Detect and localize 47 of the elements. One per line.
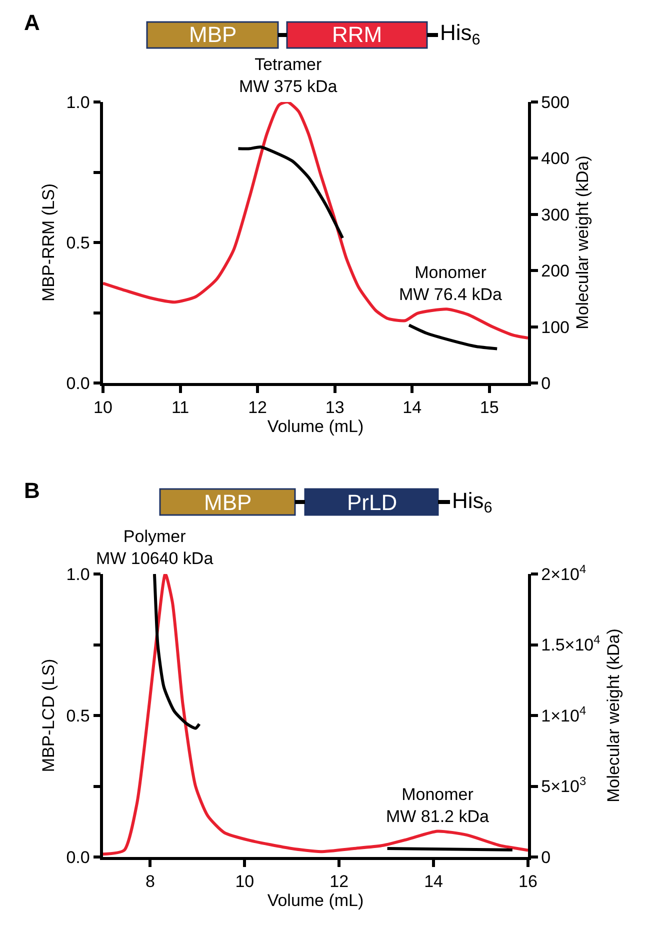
y2-tick-label: 500	[541, 92, 570, 112]
y2-tick-label: 0	[541, 848, 551, 867]
annotation: Tetramer MW 375 kDa	[239, 55, 338, 96]
y2-tick-label: 5×10$^{3}$	[541, 774, 586, 796]
text: His$_{6}$	[452, 488, 492, 517]
x-tick-label: 13	[325, 398, 344, 418]
y-tick-label: 0.5	[66, 233, 90, 252]
annotation: Polymer MW 10640 kDa	[96, 527, 214, 568]
y2-tick-label: 200	[541, 262, 570, 281]
y2-tick-label: 1×10$^{4}$	[541, 703, 586, 726]
x-tick-label: 12	[248, 398, 268, 418]
y2-tick-label: 2×10$^{4}$	[541, 562, 586, 584]
x-axis-title: Volume (mL)	[267, 891, 364, 910]
x-tick-label: 12	[330, 872, 349, 892]
y-axis-title: MBP-LCD (LS)	[38, 658, 58, 772]
line-series	[408, 324, 499, 350]
y-axis-title: MBP-RRM (LS)	[38, 183, 58, 302]
line-series	[103, 102, 528, 340]
y-tick-label: 0.0	[66, 848, 90, 867]
x-tick-label: 14	[424, 872, 444, 892]
y-tick-label: 0.0	[66, 374, 90, 393]
line-series	[236, 145, 344, 240]
x-tick-label: 14	[402, 398, 422, 418]
y2-axis-title: Molecular weight (kDa)	[604, 628, 624, 802]
line-series	[103, 574, 528, 856]
text: His$_{6}$	[440, 20, 480, 49]
y2-axis-title: Molecular weight (kDa)	[572, 156, 592, 330]
x-tick-label: 16	[518, 872, 538, 892]
annotation: Monomer MW 76.4 kDa	[399, 263, 503, 304]
text: A	[24, 10, 40, 35]
y-tick-label: 1.0	[66, 92, 90, 112]
y2-tick-label: 100	[541, 318, 570, 337]
y2-tick-label: 400	[541, 149, 570, 168]
x-tick-label: 15	[480, 398, 499, 418]
y2-tick-label: 300	[541, 205, 570, 224]
x-tick-label: 10	[94, 398, 112, 418]
y-tick-label: 0.5	[66, 706, 90, 726]
text: B	[24, 478, 40, 503]
y-tick-label: 1.0	[66, 564, 90, 584]
y2-tick-label: 0	[541, 374, 551, 393]
x-tick-label: 11	[171, 398, 190, 418]
annotation: Monomer MW 81.2 kDa	[386, 785, 490, 826]
y2-tick-label: 1.5×10$^{4}$	[541, 632, 601, 655]
x-tick-label: 10	[235, 872, 254, 892]
x-axis-title: Volume (mL)	[267, 417, 364, 436]
x-tick-label: 8	[145, 872, 155, 892]
line-series	[152, 574, 201, 730]
